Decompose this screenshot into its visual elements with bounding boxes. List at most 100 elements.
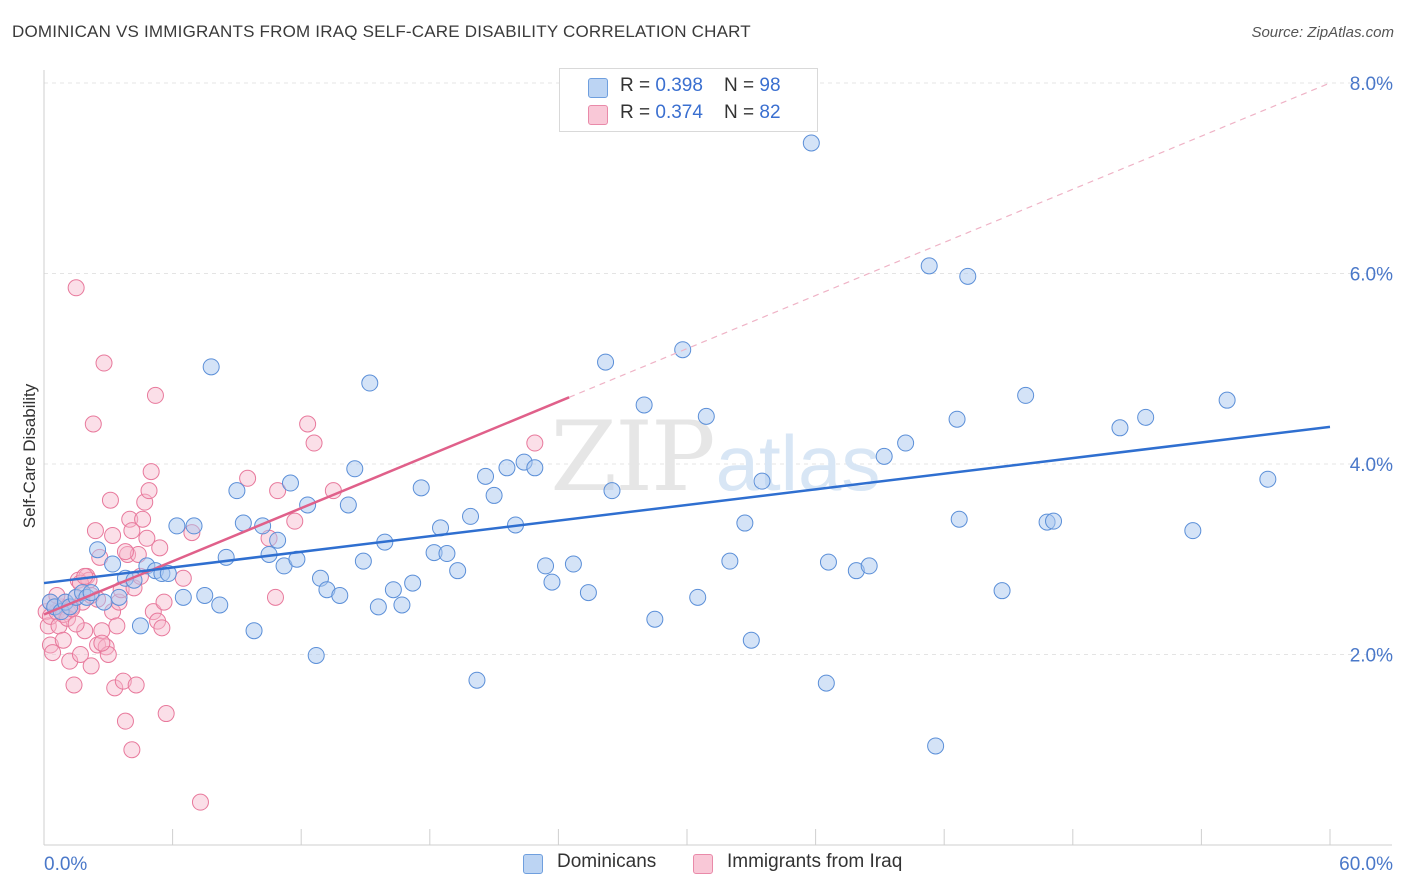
dominican-point bbox=[635, 396, 653, 414]
iraq-point bbox=[136, 493, 154, 511]
dominican-point bbox=[721, 552, 739, 570]
grid-lines bbox=[44, 82, 1392, 655]
dominican-point bbox=[927, 737, 945, 755]
iraq-point bbox=[61, 652, 79, 670]
dominican-point bbox=[802, 134, 820, 152]
dominican-point bbox=[449, 562, 467, 580]
iraq-trend-line bbox=[43, 396, 570, 616]
y-axis-label: Self-Care Disability bbox=[20, 383, 39, 529]
dominican-point bbox=[875, 447, 893, 465]
dominican-point bbox=[412, 479, 430, 497]
y-tick-label: 4.0% bbox=[1350, 455, 1393, 476]
iraq-point bbox=[138, 529, 156, 547]
iraq-trend-extension bbox=[568, 82, 1331, 398]
bottom-legend-swatch-iraq bbox=[693, 854, 713, 874]
iraq-point bbox=[153, 619, 171, 637]
dominican-point bbox=[860, 557, 878, 575]
legend-r-label: R = bbox=[620, 102, 656, 123]
iraq-point bbox=[526, 434, 544, 452]
iraq-point bbox=[140, 482, 158, 500]
axes bbox=[43, 70, 1392, 846]
dominican-point bbox=[281, 474, 299, 492]
iraq-point bbox=[44, 644, 62, 662]
iraq-point bbox=[84, 415, 102, 433]
source-label: Source: ZipAtlas.com bbox=[1251, 24, 1394, 41]
dominican-point bbox=[1137, 408, 1155, 426]
dominican-point bbox=[131, 617, 149, 635]
dominican-point bbox=[110, 588, 128, 606]
dominican-point bbox=[526, 459, 544, 477]
legend-r-value: 0.398 bbox=[655, 75, 703, 96]
legend-r-value: 0.374 bbox=[655, 102, 703, 123]
iraq-point bbox=[101, 491, 119, 509]
dominican-point bbox=[95, 593, 113, 611]
bottom-legend-label-dominicans: Dominicans bbox=[557, 851, 657, 872]
iraq-point bbox=[65, 676, 83, 694]
dominican-point bbox=[245, 622, 263, 640]
watermark: ZIP atlas bbox=[550, 401, 880, 513]
y-tick-label: 8.0% bbox=[1350, 74, 1393, 95]
dominican-point bbox=[485, 486, 503, 504]
chart-title: DOMINICAN VS IMMIGRANTS FROM IRAQ SELF-C… bbox=[12, 22, 751, 41]
iraq-point bbox=[299, 415, 317, 433]
dominican-point bbox=[819, 553, 837, 571]
x-tick-label: 0.0% bbox=[44, 854, 87, 875]
iraq-point bbox=[114, 672, 132, 690]
iraq-point bbox=[123, 741, 141, 759]
iraq-point bbox=[269, 482, 287, 500]
iraq-point bbox=[127, 676, 145, 694]
dominican-trend-line bbox=[43, 425, 1331, 585]
dominican-point bbox=[597, 353, 615, 371]
dominican-point bbox=[498, 459, 516, 477]
dominican-point bbox=[1045, 512, 1063, 530]
y-tick-label: 6.0% bbox=[1350, 265, 1393, 286]
dominican-point bbox=[948, 410, 966, 428]
iraq-point bbox=[76, 622, 94, 640]
iraq-point bbox=[129, 545, 147, 563]
trend-lines bbox=[43, 82, 1331, 616]
iraq-point bbox=[116, 712, 134, 730]
dominican-point bbox=[674, 341, 692, 359]
bottom-legend-label-iraq: Immigrants from Iraq bbox=[727, 851, 903, 872]
dominican-point bbox=[104, 555, 122, 573]
dominican-point bbox=[477, 467, 495, 485]
iraq-point bbox=[104, 526, 122, 544]
watermark-zip: ZIP bbox=[550, 401, 713, 513]
dominican-point bbox=[269, 531, 287, 549]
dominican-point bbox=[537, 557, 555, 575]
dominican-point bbox=[384, 581, 402, 599]
iraq-point bbox=[151, 539, 169, 557]
iraq-point bbox=[123, 522, 141, 540]
legend-stats-dominicans: R = 0.398 N = 98 bbox=[620, 75, 781, 97]
dominican-point bbox=[897, 434, 915, 452]
bottom-legend-swatch-dominicans bbox=[523, 854, 543, 874]
dominican-point bbox=[404, 574, 422, 592]
dominican-point bbox=[462, 507, 480, 525]
dominican-point bbox=[1218, 391, 1236, 409]
x-tick-label: 60.0% bbox=[1339, 854, 1393, 875]
legend-stats-iraq: R = 0.374 N = 82 bbox=[620, 102, 781, 124]
dominican-point bbox=[168, 517, 186, 535]
dominican-point bbox=[185, 517, 203, 535]
dominican-point bbox=[202, 358, 220, 376]
dominican-point bbox=[346, 460, 364, 478]
dominican-point bbox=[603, 482, 621, 500]
iraq-point bbox=[67, 279, 85, 297]
dominican-point bbox=[753, 472, 771, 490]
iraq-point bbox=[67, 615, 85, 633]
iraq-point bbox=[93, 634, 111, 652]
iraq-point bbox=[144, 603, 162, 621]
iraq-point bbox=[239, 469, 257, 487]
dominican-point bbox=[339, 496, 357, 514]
iraq-point bbox=[286, 512, 304, 530]
dominican-point bbox=[736, 514, 754, 532]
dominican-point bbox=[228, 482, 246, 500]
dominican-point bbox=[697, 407, 715, 425]
iraq-point bbox=[86, 522, 104, 540]
dominican-point bbox=[1259, 470, 1277, 488]
dominican-points bbox=[41, 134, 1277, 755]
y-tick-label: 2.0% bbox=[1350, 646, 1393, 667]
dominican-point bbox=[468, 671, 486, 689]
dominican-point bbox=[211, 596, 229, 614]
